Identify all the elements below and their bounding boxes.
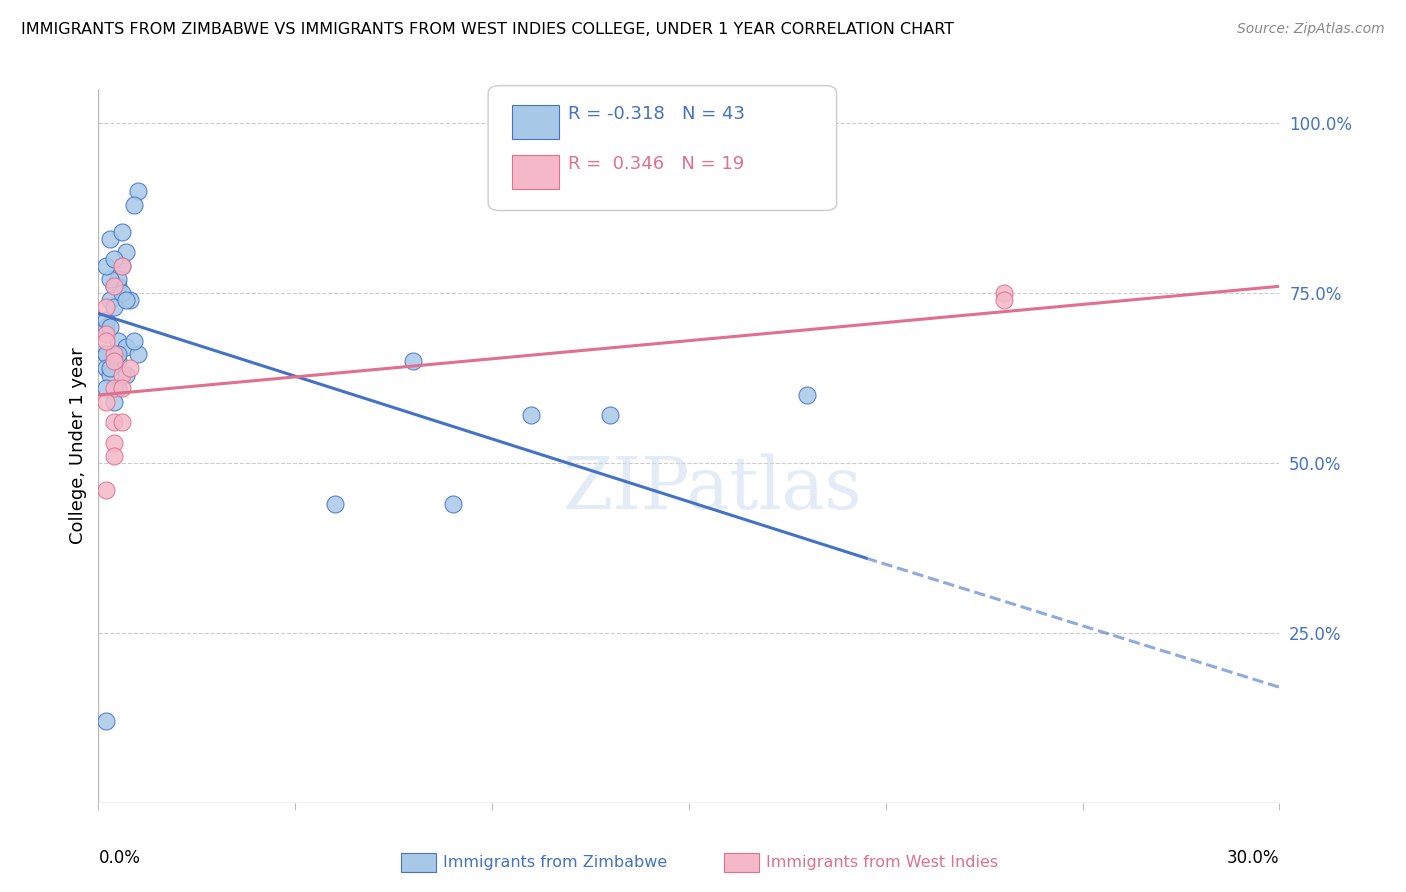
Text: ZIPatlas: ZIPatlas — [562, 453, 862, 524]
Point — [127, 347, 149, 361]
Point — [103, 279, 125, 293]
Point — [118, 360, 141, 375]
Point — [96, 326, 118, 341]
Text: R =  0.346   N = 19: R = 0.346 N = 19 — [568, 155, 745, 173]
Point — [96, 483, 118, 498]
Point — [96, 259, 118, 273]
Point — [111, 381, 134, 395]
Point — [103, 381, 125, 395]
Point — [96, 347, 118, 361]
Point — [115, 368, 138, 382]
Point — [96, 320, 118, 334]
Point — [111, 368, 134, 382]
Point — [103, 415, 125, 429]
Point — [98, 360, 121, 375]
Point — [96, 381, 118, 395]
Point — [111, 259, 134, 273]
Point — [993, 286, 1015, 301]
Point — [107, 381, 129, 395]
Point — [993, 293, 1015, 307]
Point — [96, 714, 118, 729]
Point — [115, 293, 138, 307]
Bar — [512, 105, 560, 139]
Point — [111, 415, 134, 429]
Text: Immigrants from West Indies: Immigrants from West Indies — [766, 855, 998, 870]
Point — [111, 225, 134, 239]
Point — [96, 394, 118, 409]
Point — [96, 300, 118, 314]
Point — [599, 409, 621, 423]
Bar — [512, 155, 560, 189]
Point — [103, 300, 125, 314]
Point — [107, 354, 129, 368]
Point — [107, 279, 129, 293]
Point — [98, 232, 121, 246]
Point — [96, 347, 118, 361]
Point — [122, 334, 145, 348]
Point — [127, 184, 149, 198]
Point — [520, 409, 543, 423]
Point — [441, 497, 464, 511]
Point — [402, 354, 425, 368]
Point — [111, 286, 134, 301]
Point — [107, 334, 129, 348]
Point — [96, 313, 118, 327]
Text: IMMIGRANTS FROM ZIMBABWE VS IMMIGRANTS FROM WEST INDIES COLLEGE, UNDER 1 YEAR CO: IMMIGRANTS FROM ZIMBABWE VS IMMIGRANTS F… — [21, 22, 955, 37]
Point — [103, 354, 125, 368]
Point — [98, 293, 121, 307]
Text: Immigrants from Zimbabwe: Immigrants from Zimbabwe — [443, 855, 666, 870]
Point — [103, 435, 125, 450]
Text: R = -0.318   N = 43: R = -0.318 N = 43 — [568, 105, 745, 123]
FancyBboxPatch shape — [488, 86, 837, 211]
Point — [107, 272, 129, 286]
Point — [115, 245, 138, 260]
Point — [103, 394, 125, 409]
Point — [96, 360, 118, 375]
Point — [96, 334, 118, 348]
Point — [115, 341, 138, 355]
Point — [118, 293, 141, 307]
Point — [103, 279, 125, 293]
Point — [122, 198, 145, 212]
Point — [107, 347, 129, 361]
Text: 30.0%: 30.0% — [1227, 849, 1279, 867]
Point — [103, 252, 125, 266]
Point — [98, 320, 121, 334]
Text: Source: ZipAtlas.com: Source: ZipAtlas.com — [1237, 22, 1385, 37]
Y-axis label: College, Under 1 year: College, Under 1 year — [69, 348, 87, 544]
Point — [98, 360, 121, 375]
Point — [98, 272, 121, 286]
Point — [111, 259, 134, 273]
Point — [796, 388, 818, 402]
Text: 0.0%: 0.0% — [98, 849, 141, 867]
Point — [98, 368, 121, 382]
Point — [103, 347, 125, 361]
Point — [103, 449, 125, 463]
Point — [323, 497, 346, 511]
